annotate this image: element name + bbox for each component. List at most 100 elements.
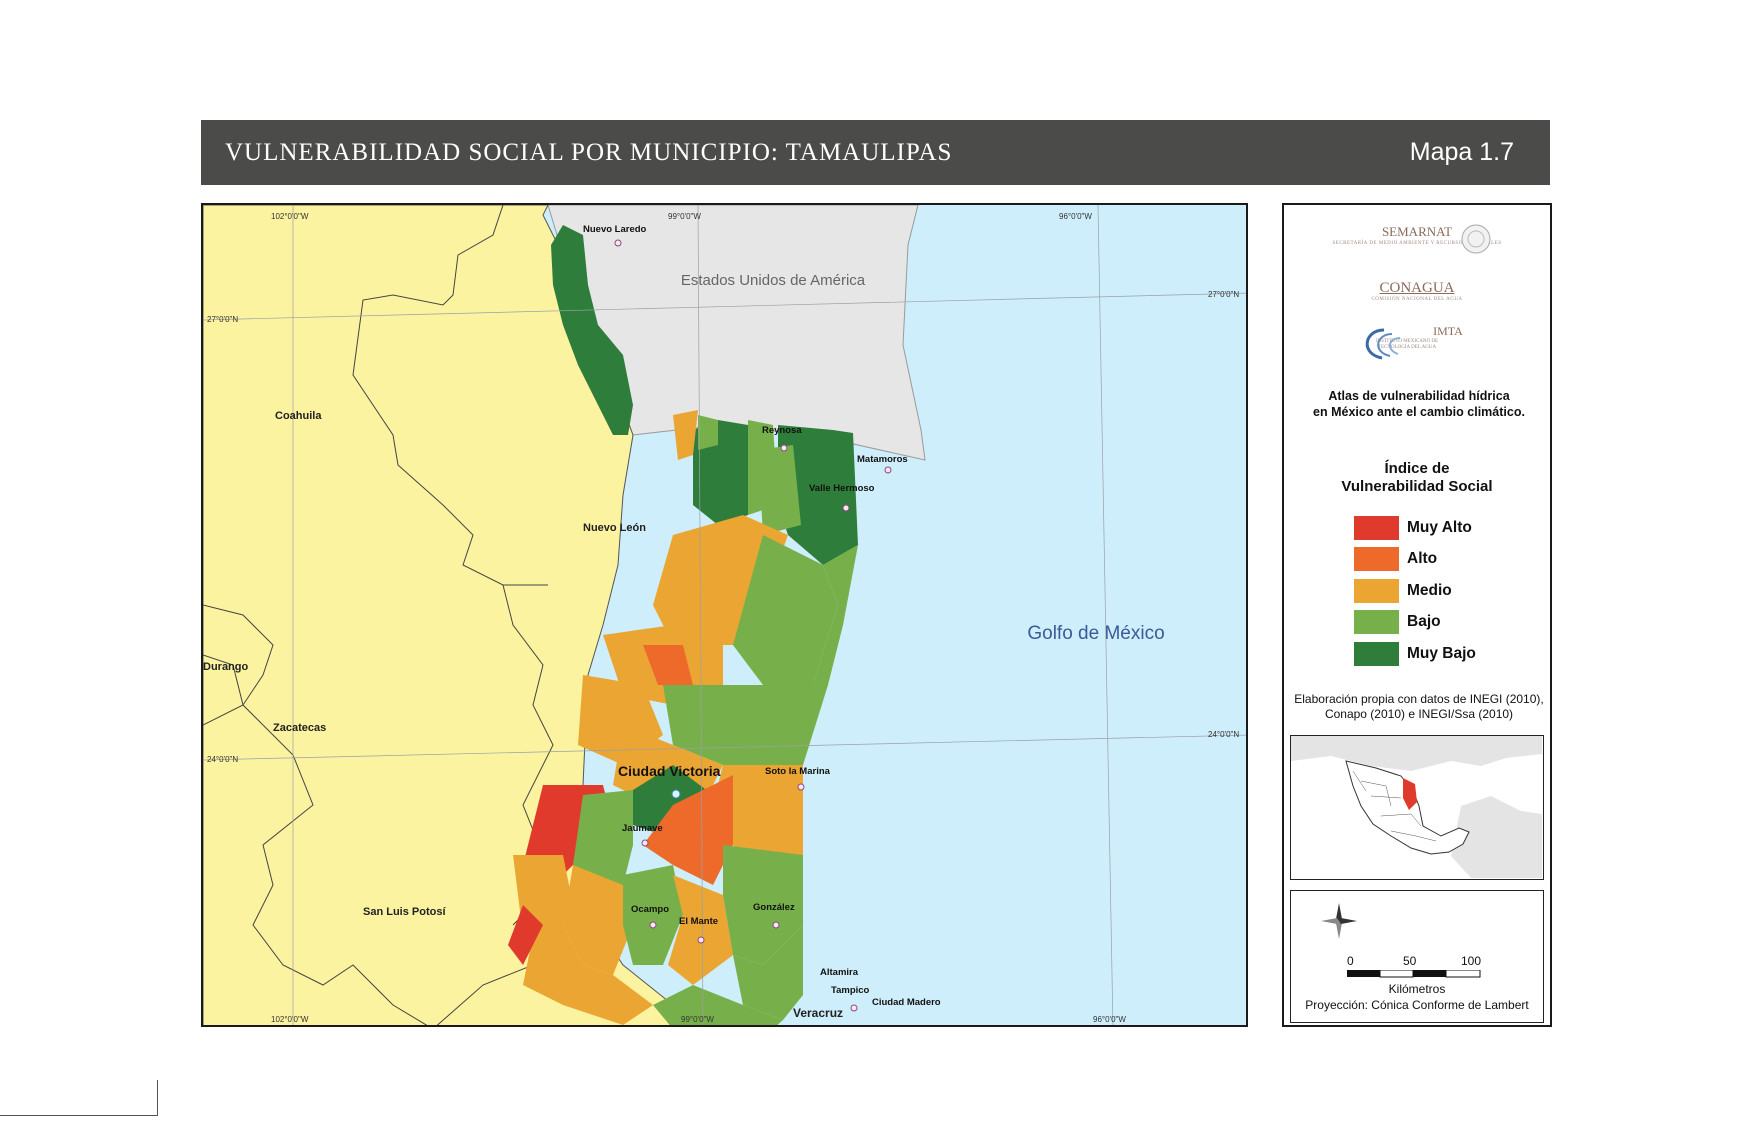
scale-tick-0: 0 [1347,954,1354,968]
legend-label-bajo: Bajo [1407,613,1441,631]
legend-item-muy-bajo: Muy Bajo [1354,638,1476,670]
state-label-san-luis-potosi: San Luis Potosí [363,906,446,918]
city-label-altamira: Altamira [820,967,859,978]
north-arrow-icon [1321,903,1357,939]
graticule-label-bottom-3: 96°0'0"W [1093,1015,1126,1024]
municipality-san-fernando [733,535,838,685]
city-marker-gonzalez [772,921,780,929]
municipality-matamoros [778,425,858,565]
state-label-coahuila: Coahuila [275,410,322,422]
imta-logo-text: IMTA [1433,324,1463,338]
city-label-jaumave: Jaumave [622,823,663,834]
city-label-nuevo-laredo: Nuevo Laredo [583,224,647,235]
semarnat-logo-text: SEMARNAT [1381,224,1453,239]
city-label-ciudad-madero: Ciudad Madero [872,997,941,1008]
city-marker-matamoros [884,466,892,474]
scale-units: Kilómetros [1388,982,1446,996]
scale-tick-50: 50 [1403,954,1417,968]
city-markers [614,239,892,1012]
atlas-caption-line-2: en México ante el cambio climático. [1313,405,1525,419]
conagua-logo-text: CONAGUA [1379,280,1455,296]
conagua-logo: CONAGUA COMISIÓN NACIONAL DEL AGUA [1284,279,1550,302]
city-marker-reynosa [780,444,788,452]
graticule-label-top-1: 102°0'0"W [271,212,309,221]
municipality-cruillas [643,645,693,685]
city-marker-soto-la-marina [797,783,805,791]
map-sidebar: SEMARNAT SECRETARÍA DE MEDIO AMBIENTE Y … [1282,203,1552,1027]
legend-item-alto: Alto [1354,544,1476,576]
city-label-ocampo: Ocampo [631,904,669,915]
locator-caribbean [1451,796,1542,878]
map-title-bar: VULNERABILIDAD SOCIAL POR MUNICIPIO: TAM… [201,120,1550,185]
legend-title: Índice de Vulnerabilidad Social [1284,460,1550,496]
city-label-ciudad-victoria: Ciudad Victoria [618,763,721,779]
locator-inset-map [1290,735,1544,880]
imta-logo: IMTA INSTITUTO MEXICANO DE TECNOLOGÍA DE… [1284,324,1550,360]
municipality-diaz-ordaz [698,415,718,450]
graticule-lines [203,205,1246,1025]
state-labels: Coahuila Nuevo León Durango Zacatecas Sa… [203,410,843,1020]
municipality-tampico-area [653,985,783,1025]
legend-swatch-muy-bajo [1354,641,1399,666]
municipality-casas [643,775,733,885]
city-marker-ocampo [649,921,657,929]
imta-wave-icon [1365,328,1401,360]
city-marker-jaumave [641,839,649,847]
legend-label-alto: Alto [1407,550,1438,568]
graticule-label-left-2: 24°0'0"N [207,755,238,764]
legend-label-medio: Medio [1407,581,1452,599]
legend: Muy Alto Alto Medio Bajo Muy Bajo [1354,512,1476,670]
data-source-line-2: Conapo (2010) e INEGI/Ssa (2010) [1324,707,1514,721]
city-label-soto-la-marina: Soto la Marina [765,766,831,777]
usa-label: Estados Unidos de América [681,272,866,289]
legend-item-medio: Medio [1354,575,1476,607]
legend-label-muy-alto: Muy Alto [1407,518,1472,536]
legend-swatch-alto [1354,547,1399,572]
locator-usa [1291,736,1542,771]
legend-swatch-bajo [1354,610,1399,635]
municipality-aldama [723,845,803,965]
legend-title-line-1: Índice de [1384,460,1450,477]
tamaulipas-municipalities [508,225,858,1025]
coat-of-arms-icon [1461,224,1491,254]
state-label-nuevo-leon: Nuevo León [583,522,646,534]
graticule-label-right-1: 27°0'0"N [1208,290,1239,299]
city-marker-ciudad-victoria [671,789,681,799]
municipality-san-fernando-coast [813,545,858,685]
scale-tick-100: 100 [1461,954,1482,968]
locator-tamaulipas-highlight [1403,778,1417,810]
page-corner-line [0,1080,158,1116]
municipality-antiguo-morelos [523,925,653,1025]
municipality-bustamante [508,905,543,965]
semarnat-logo-sub: SECRETARÍA DE MEDIO AMBIENTE Y RECURSOS … [1332,241,1502,246]
graticule-label-top-3: 96°0'0"W [1059,212,1092,221]
city-label-gonzalez: González [753,902,795,913]
city-marker-nuevo-laredo [614,239,622,247]
state-label-zacatecas: Zacatecas [273,722,326,734]
municipality-camargo [673,410,698,460]
legend-item-muy-alto: Muy Alto [1354,512,1476,544]
gulf-label: Golfo de México [1027,623,1164,644]
map-title: VULNERABILIDAD SOCIAL POR MUNICIPIO: TAM… [225,138,953,166]
municipality-altamira [733,925,803,1020]
semarnat-logo: SEMARNAT SECRETARÍA DE MEDIO AMBIENTE Y … [1284,223,1550,254]
imta-logo-sub: INSTITUTO MEXICANO DE TECNOLOGÍA DEL AGU… [1375,339,1439,350]
municipality-gonzalez [668,875,733,985]
graticule-label-top-2: 99°0'0"W [668,212,701,221]
city-label-el-mante: El Mante [679,916,718,927]
city-marker-tampico [850,1004,858,1012]
legend-swatch-medio [1354,578,1399,603]
municipality-ocampo [563,865,633,975]
state-label-veracruz: Veracruz [793,1006,843,1020]
atlas-caption-line-1: Atlas de vulnerabilidad hídrica [1328,389,1510,403]
scale-bar [1347,970,1481,978]
graticule-label-right-2: 24°0'0"N [1208,730,1239,739]
data-source-line-1: Elaboración propia con datos de INEGI (2… [1294,692,1544,706]
projection-note: Proyección: Cónica Conforme de Lambert [1305,998,1529,1012]
legend-swatch-muy-alto [1354,515,1399,540]
locator-map-canvas [1291,736,1542,878]
graticule-label-left-1: 27°0'0"N [207,315,238,324]
legend-title-line-2: Vulnerabilidad Social [1341,478,1493,495]
conagua-logo-sub: COMISIÓN NACIONAL DEL AGUA [1371,297,1463,302]
data-source-note: Elaboración propia con datos de INEGI (2… [1288,692,1550,722]
